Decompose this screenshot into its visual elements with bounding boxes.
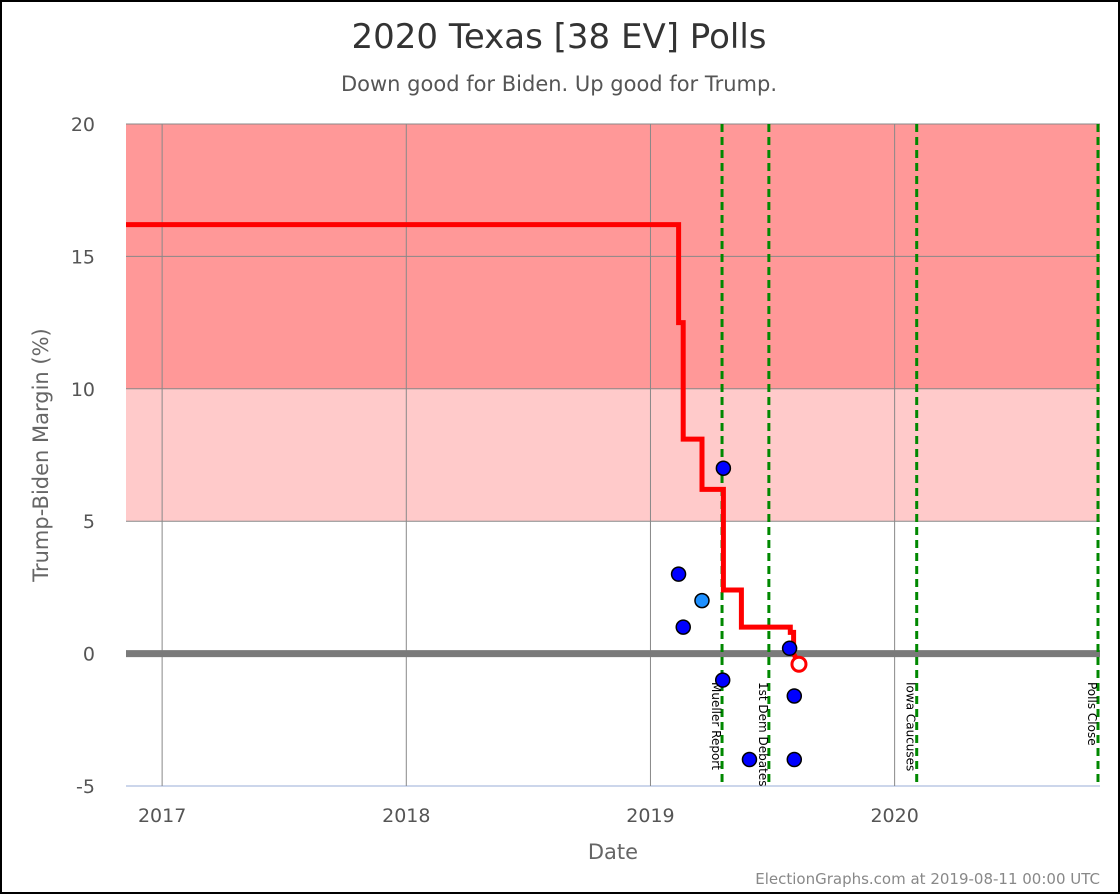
plot-area: -5 0 5 10 15 20 2017 2018 2019 2020 Mueller Report… bbox=[71, 114, 1100, 827]
x-tick-label: 2018 bbox=[382, 805, 430, 827]
y-tick-label: 10 bbox=[71, 379, 95, 401]
credit-text: ElectionGraphs.com at 2019-08-11 00:00 U… bbox=[755, 870, 1100, 888]
x-axis-title: Date bbox=[588, 840, 638, 864]
poll-point bbox=[786, 688, 803, 704]
poll-point bbox=[715, 460, 732, 476]
event-label: Mueller Report bbox=[709, 682, 723, 770]
y-tick-label: 5 bbox=[83, 511, 95, 533]
chart-subtitle: Down good for Biden. Up good for Trump. bbox=[341, 72, 777, 96]
x-tick-label: 2019 bbox=[626, 805, 674, 827]
y-tick-label: 15 bbox=[71, 246, 95, 268]
poll-point bbox=[781, 640, 798, 657]
poll-point bbox=[741, 751, 758, 768]
event-label: 1st Dem Debates bbox=[756, 682, 770, 786]
poll-point bbox=[675, 619, 691, 635]
poll-point bbox=[786, 751, 803, 768]
poll-point bbox=[694, 592, 710, 609]
average-line bbox=[126, 222, 802, 666]
poll-point bbox=[714, 672, 731, 688]
current-average-marker bbox=[790, 655, 808, 673]
band-1 bbox=[126, 388, 1100, 522]
event-label: Polls Close bbox=[1085, 682, 1099, 746]
event-label: Iowa Caucuses bbox=[904, 682, 918, 771]
chart-title: 2020 Texas [38 EV] Polls bbox=[352, 17, 767, 57]
x-tick-label: 2017 bbox=[138, 805, 186, 827]
poll-point bbox=[670, 566, 687, 582]
y-tick-label: -5 bbox=[76, 776, 95, 798]
y-tick-label: 20 bbox=[71, 114, 95, 136]
y-tick-label: 0 bbox=[83, 644, 95, 666]
x-tick-label: 2020 bbox=[870, 805, 918, 827]
y-axis-title: Trump-Biden Margin (%) bbox=[29, 328, 53, 583]
